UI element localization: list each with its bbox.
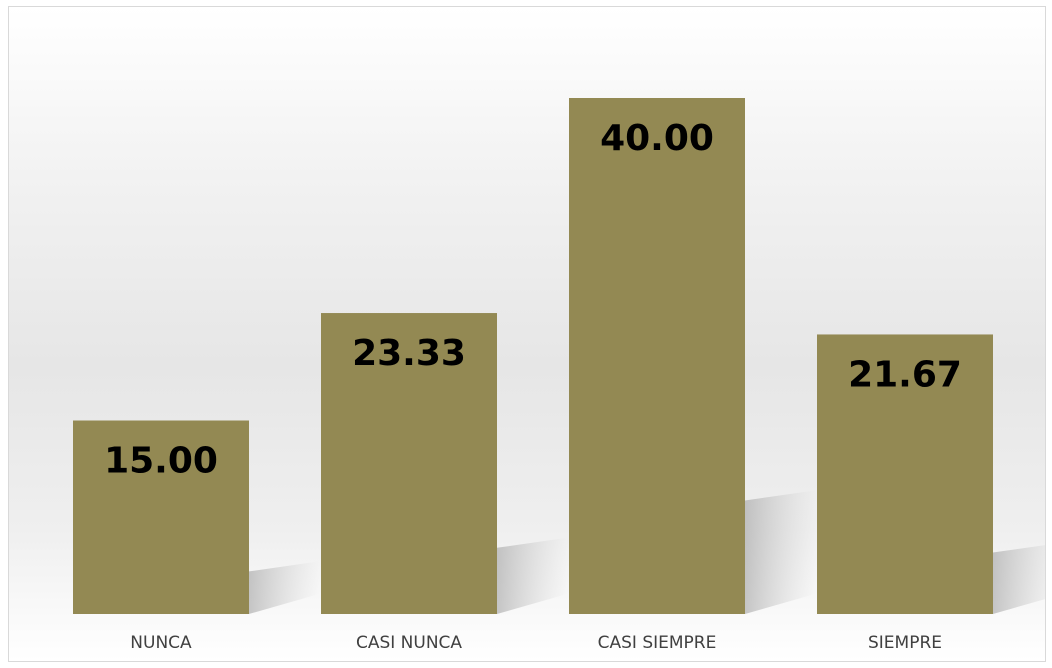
category-labels-group: NUNCA CASI NUNCA CASI SIEMPRE SIEMPRE — [130, 633, 942, 653]
category-label: CASI SIEMPRE — [598, 633, 717, 653]
bars-group — [73, 98, 993, 614]
value-label: 23.33 — [352, 333, 466, 374]
bar-chart: 15.00 23.33 40.00 21.67 NUNCA CASI NUNCA CASI… — [73, 98, 1045, 653]
value-labels-group: 15.00 23.33 40.00 21.67 — [104, 118, 962, 482]
bar-siempre — [817, 334, 993, 614]
bar-nunca — [73, 420, 249, 614]
category-label: SIEMPRE — [868, 633, 942, 653]
value-label: 21.67 — [848, 354, 962, 395]
bar-shadows — [249, 490, 1045, 614]
bar-casi-siempre — [569, 98, 745, 614]
category-label: NUNCA — [130, 633, 192, 653]
category-label: CASI NUNCA — [356, 633, 462, 653]
bar-shadow — [993, 545, 1045, 614]
value-label: 15.00 — [104, 441, 218, 482]
bar-shadow — [497, 537, 567, 614]
bar-shadow — [745, 490, 815, 614]
bar-casi-nunca — [321, 313, 497, 614]
chart-area: 15.00 23.33 40.00 21.67 NUNCA CASI NUNCA CASI… — [8, 6, 1046, 662]
bar-shadow — [249, 561, 319, 614]
value-label: 40.00 — [600, 118, 714, 159]
